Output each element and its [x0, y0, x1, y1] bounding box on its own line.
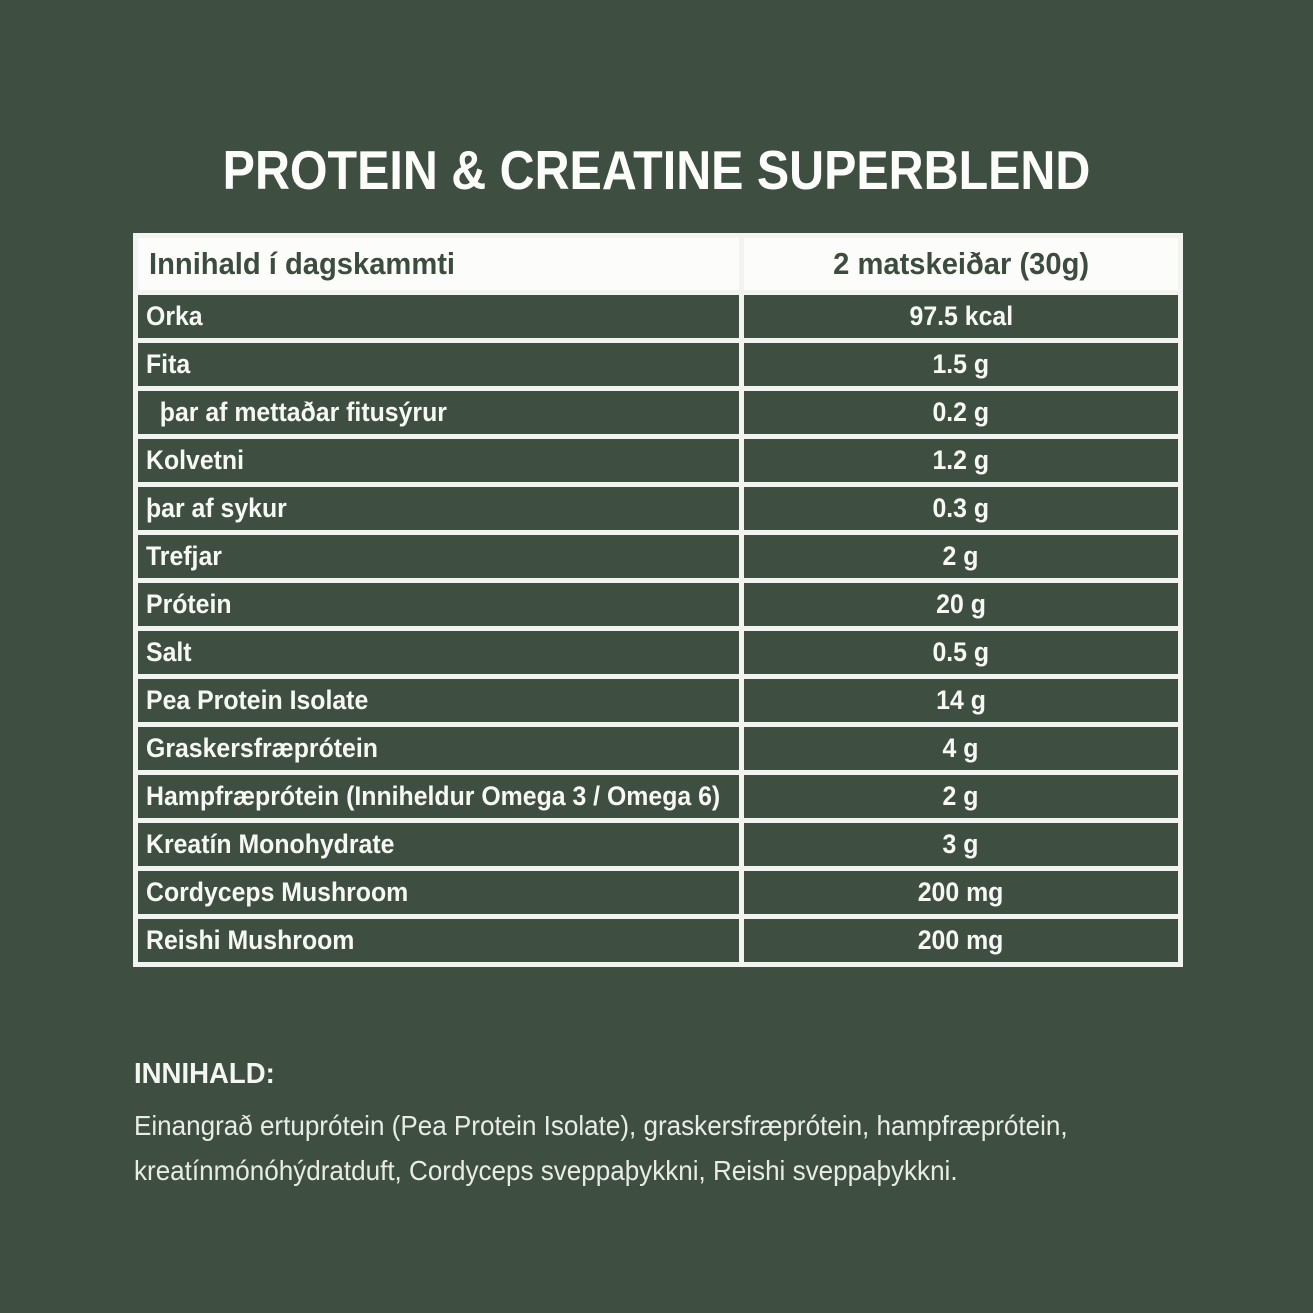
nutrient-label-cell: Pea Protein Isolate	[133, 674, 744, 727]
nutrient-label: Pea Protein Isolate	[146, 685, 369, 715]
table-row: Cordyceps Mushroom 200 mg	[133, 866, 1183, 919]
nutrient-value: 20 g	[936, 589, 986, 619]
table-header-row: Innihald í dagskammti 2 matskeiðar (30g)	[133, 233, 1183, 295]
nutrient-label-cell: þar af mettaðar fitusýrur	[133, 386, 744, 439]
nutrient-label-cell: Cordyceps Mushroom	[133, 866, 744, 919]
nutrient-value: 0.5 g	[932, 637, 990, 667]
table-row: Kolvetni 1.2 g	[133, 434, 1183, 487]
nutrient-value: 1.5 g	[932, 349, 990, 379]
nutrient-value-cell: 0.2 g	[739, 386, 1183, 439]
table-row: Graskersfræprótein 4 g	[133, 722, 1183, 775]
nutrient-label-cell: Prótein	[133, 578, 744, 631]
nutrient-value-cell: 1.2 g	[739, 434, 1183, 487]
table-row: Kreatín Monohydrate 3 g	[133, 818, 1183, 871]
nutrient-value: 3 g	[943, 829, 979, 859]
nutrient-label-cell: Orka	[133, 290, 744, 343]
nutrient-value-cell: 20 g	[739, 578, 1183, 631]
nutrient-value-cell: 2 g	[739, 530, 1183, 583]
column-header-contents-text: Innihald í dagskammti	[149, 246, 456, 281]
nutrient-value: 97.5 kcal	[909, 301, 1013, 331]
table-row: þar af sykur 0.3 g	[133, 482, 1183, 535]
nutrient-label: Salt	[146, 637, 192, 667]
table-row: Pea Protein Isolate 14 g	[133, 674, 1183, 727]
table-row: Orka 97.5 kcal	[133, 290, 1183, 343]
nutrient-value: 0.2 g	[932, 397, 990, 427]
nutrient-label-cell: Fita	[133, 338, 744, 391]
nutrient-label-cell: Salt	[133, 626, 744, 679]
nutrient-label: Cordyceps Mushroom	[146, 877, 409, 907]
nutrient-value: 4 g	[943, 733, 979, 763]
nutrient-value: 200 mg	[918, 925, 1004, 955]
nutrient-label: Kolvetni	[146, 445, 244, 475]
ingredients-heading: INNIHALD:	[134, 1058, 275, 1090]
table-row: Fita 1.5 g	[133, 338, 1183, 391]
nutrient-value-cell: 14 g	[739, 674, 1183, 727]
nutrient-label: þar af mettaðar fitusýrur	[146, 397, 447, 427]
product-title: PROTEIN & CREATINE SUPERBLEND	[222, 139, 1091, 201]
table-row: Salt 0.5 g	[133, 626, 1183, 679]
nutrient-label-cell: Kreatín Monohydrate	[133, 818, 744, 871]
ingredients-text-line-2: kreatínmónóhýdratduft, Cordyceps sveppaþ…	[134, 1155, 958, 1186]
nutrient-value: 2 g	[943, 541, 979, 571]
nutrient-label: Fita	[146, 349, 191, 379]
nutrient-value-cell: 2 g	[739, 770, 1183, 823]
table-row: Reishi Mushroom 200 mg	[133, 914, 1183, 967]
table-row: Prótein 20 g	[133, 578, 1183, 631]
nutrient-label: Hampfræprótein (Inniheldur Omega 3 / Ome…	[146, 781, 721, 811]
nutrient-value-cell: 97.5 kcal	[739, 290, 1183, 343]
nutrient-label: Graskersfræprótein	[146, 733, 378, 763]
nutrient-label-cell: Reishi Mushroom	[133, 914, 744, 967]
nutrient-label: þar af sykur	[146, 493, 287, 523]
nutrient-label: Reishi Mushroom	[146, 925, 355, 955]
nutrient-value-cell: 0.5 g	[739, 626, 1183, 679]
nutrient-label: Orka	[146, 301, 203, 331]
nutrient-value-cell: 200 mg	[739, 914, 1183, 967]
nutrient-value: 0.3 g	[932, 493, 990, 523]
nutrient-value-cell: 4 g	[739, 722, 1183, 775]
nutrient-value-cell: 200 mg	[739, 866, 1183, 919]
table-row: Hampfræprótein (Inniheldur Omega 3 / Ome…	[133, 770, 1183, 823]
nutrient-label-cell: Kolvetni	[133, 434, 744, 487]
nutrient-value: 14 g	[936, 685, 986, 715]
nutrient-value-cell: 3 g	[739, 818, 1183, 871]
ingredients-section: INNIHALD: Einangrað ertuprótein (Pea Pro…	[134, 1058, 1274, 1193]
nutrient-value: 200 mg	[918, 877, 1004, 907]
nutrient-value: 2 g	[943, 781, 979, 811]
nutrient-label: Trefjar	[146, 541, 222, 571]
nutrient-value-cell: 1.5 g	[739, 338, 1183, 391]
column-header-contents: Innihald í dagskammti	[133, 233, 744, 295]
column-header-serving: 2 matskeiðar (30g)	[739, 233, 1183, 295]
nutrient-label-cell: þar af sykur	[133, 482, 744, 535]
column-header-serving-text: 2 matskeiðar (30g)	[833, 246, 1089, 281]
nutrient-label-cell: Hampfræprótein (Inniheldur Omega 3 / Ome…	[133, 770, 744, 823]
nutrient-label: Prótein	[146, 589, 232, 619]
nutrient-label-cell: Graskersfræprótein	[133, 722, 744, 775]
nutrition-table: Innihald í dagskammti 2 matskeiðar (30g)…	[133, 233, 1183, 967]
nutrient-value-cell: 0.3 g	[739, 482, 1183, 535]
table-row: þar af mettaðar fitusýrur 0.2 g	[133, 386, 1183, 439]
nutrient-label: Kreatín Monohydrate	[146, 829, 395, 859]
nutrient-label-cell: Trefjar	[133, 530, 744, 583]
table-row: Trefjar 2 g	[133, 530, 1183, 583]
nutrient-value: 1.2 g	[932, 445, 990, 475]
ingredients-text-line-1: Einangrað ertuprótein (Pea Protein Isola…	[134, 1110, 1068, 1141]
